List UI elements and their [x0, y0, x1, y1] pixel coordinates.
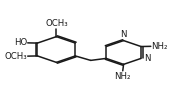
Text: N: N [120, 30, 127, 39]
Text: OCH₃: OCH₃ [4, 52, 27, 61]
Text: N: N [144, 54, 151, 63]
Text: NH₂: NH₂ [152, 42, 168, 51]
Text: HO: HO [14, 38, 27, 47]
Text: NH₂: NH₂ [114, 72, 131, 81]
Text: OCH₃: OCH₃ [45, 19, 68, 28]
